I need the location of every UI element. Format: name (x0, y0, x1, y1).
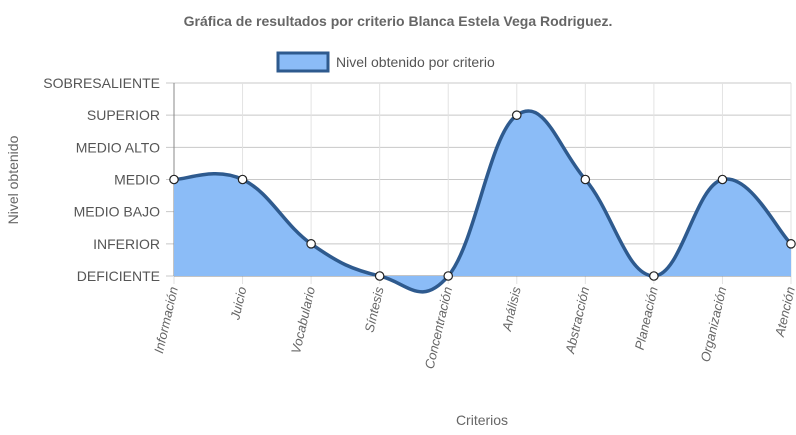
x-tick-label: Vocabulario (288, 285, 318, 355)
x-axis-title: Criterios (456, 412, 508, 428)
series-layer (169, 109, 796, 294)
data-point-planeación[interactable] (649, 271, 659, 281)
x-tick-label: Planeación (632, 285, 661, 351)
x-tick-label: Juicio (227, 285, 249, 322)
x-tick-label: Abstracción (562, 285, 592, 356)
series-line (173, 109, 793, 294)
data-point-concentración[interactable] (443, 271, 454, 281)
y-tick-label: SOBRESALIENTE (43, 75, 160, 91)
y-axis-ticks: DEFICIENTE INFERIOR MEDIO BAJO MEDIO MEDIO A… (43, 75, 160, 284)
series-area (174, 110, 791, 292)
x-tick-label: Organización (698, 285, 730, 363)
x-tick-label: Concentración (422, 285, 455, 370)
y-tick-label: INFERIOR (93, 236, 160, 252)
data-point-atención[interactable] (786, 239, 796, 249)
legend-label[interactable]: Nivel obtenido por criterio (336, 54, 495, 70)
y-tick-label: MEDIO BAJO (74, 204, 160, 220)
x-tick-label: Síntesis (362, 285, 387, 334)
chart-title: Gráfica de resultados por criterio Blanc… (184, 13, 613, 29)
x-tick-label: Atención (772, 285, 796, 339)
y-tick-label: MEDIO (114, 172, 160, 188)
x-axis-ticks: Información Juicio Vocabulario Síntesis Conc… (151, 285, 796, 371)
data-point-vocabulario[interactable] (306, 239, 316, 249)
y-axis-title: Nivel obtenido (5, 135, 21, 224)
y-tick-label: DEFICIENTE (77, 268, 160, 284)
legend[interactable]: Nivel obtenido por criterio (276, 51, 495, 73)
x-tick-label: Información (151, 285, 181, 355)
y-tick-label: SUPERIOR (87, 107, 160, 123)
data-point-síntesis[interactable] (374, 271, 385, 281)
data-point-abstracción[interactable] (580, 174, 591, 185)
data-point-organización[interactable] (717, 174, 728, 185)
legend-swatch[interactable] (276, 51, 330, 73)
x-tick-label: Análisis (499, 285, 524, 333)
data-point-juicio[interactable] (237, 174, 248, 185)
data-point-información[interactable] (169, 174, 179, 185)
y-tick-label: MEDIO ALTO (76, 139, 160, 155)
data-point-análisis[interactable] (511, 110, 522, 120)
